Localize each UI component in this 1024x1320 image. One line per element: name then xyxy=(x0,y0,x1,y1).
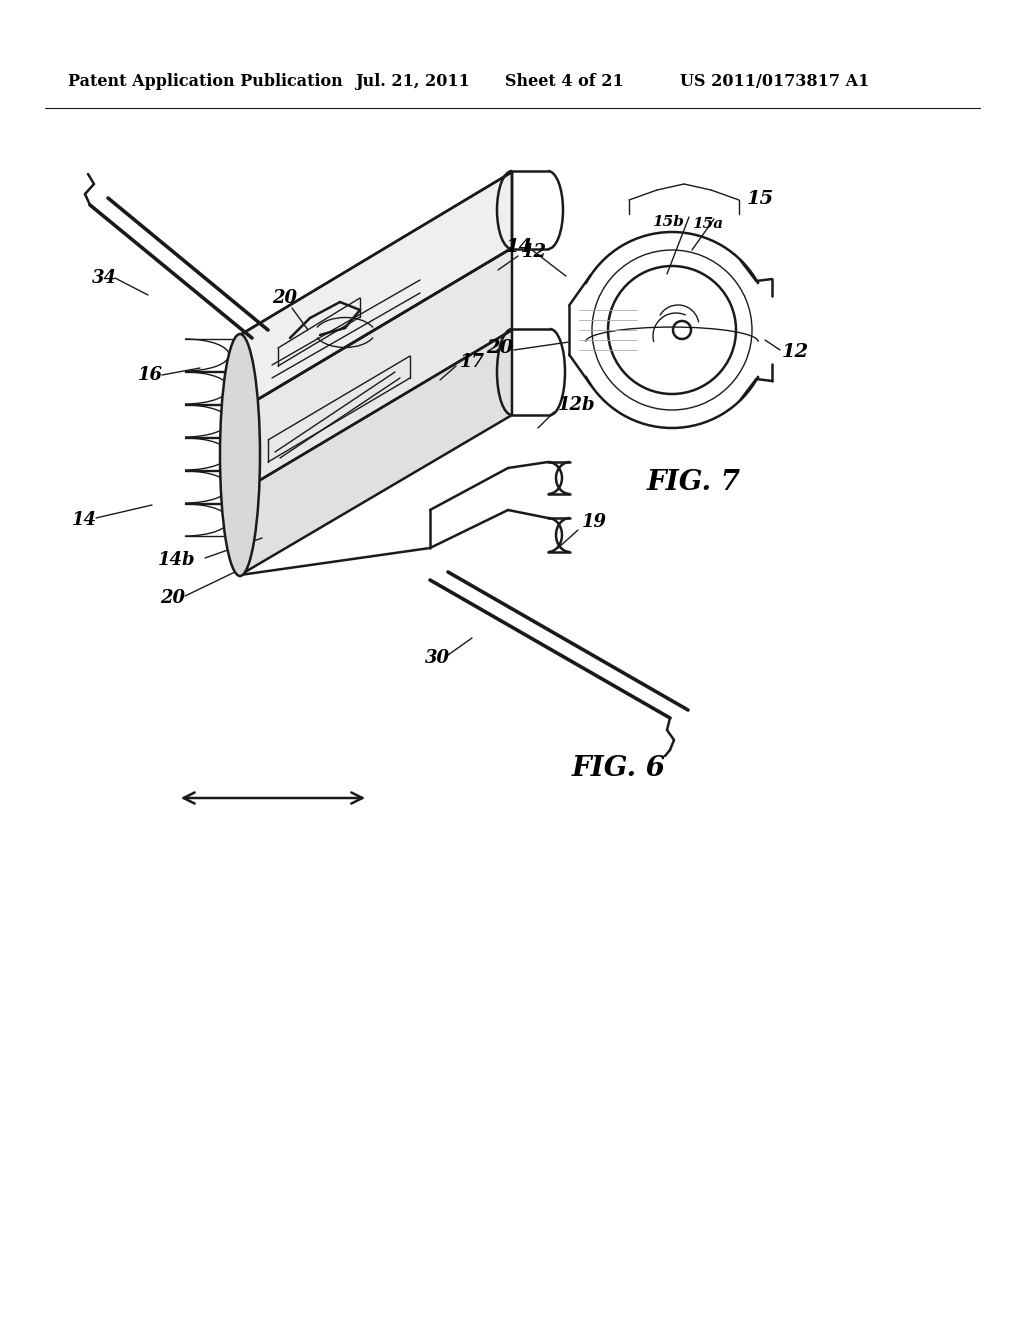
Text: 17: 17 xyxy=(460,352,485,371)
Polygon shape xyxy=(240,330,512,576)
Text: FIG. 7: FIG. 7 xyxy=(647,470,741,496)
Text: US 2011/0173817 A1: US 2011/0173817 A1 xyxy=(680,74,869,91)
Ellipse shape xyxy=(220,334,260,576)
Text: 14: 14 xyxy=(72,511,97,529)
Text: 14: 14 xyxy=(506,238,534,256)
Text: 20: 20 xyxy=(272,289,297,308)
Text: 34: 34 xyxy=(92,269,117,286)
Text: 15: 15 xyxy=(746,190,774,209)
Text: 16: 16 xyxy=(138,366,163,384)
Text: 19: 19 xyxy=(582,513,607,531)
Text: 12: 12 xyxy=(522,243,547,261)
Text: 12b: 12b xyxy=(558,396,596,414)
Text: Jul. 21, 2011: Jul. 21, 2011 xyxy=(355,74,470,91)
Text: 20: 20 xyxy=(486,339,513,356)
Text: FIG. 6: FIG. 6 xyxy=(572,755,666,781)
Text: 20: 20 xyxy=(160,589,185,607)
Text: Sheet 4 of 21: Sheet 4 of 21 xyxy=(505,74,624,91)
Polygon shape xyxy=(240,248,512,492)
Text: 15a: 15a xyxy=(692,216,723,231)
Text: 30: 30 xyxy=(425,649,450,667)
Text: 12: 12 xyxy=(782,343,809,360)
Text: 15b: 15b xyxy=(652,215,684,228)
Text: 14b: 14b xyxy=(158,550,196,569)
Text: Patent Application Publication: Patent Application Publication xyxy=(68,74,343,91)
Polygon shape xyxy=(240,172,512,411)
